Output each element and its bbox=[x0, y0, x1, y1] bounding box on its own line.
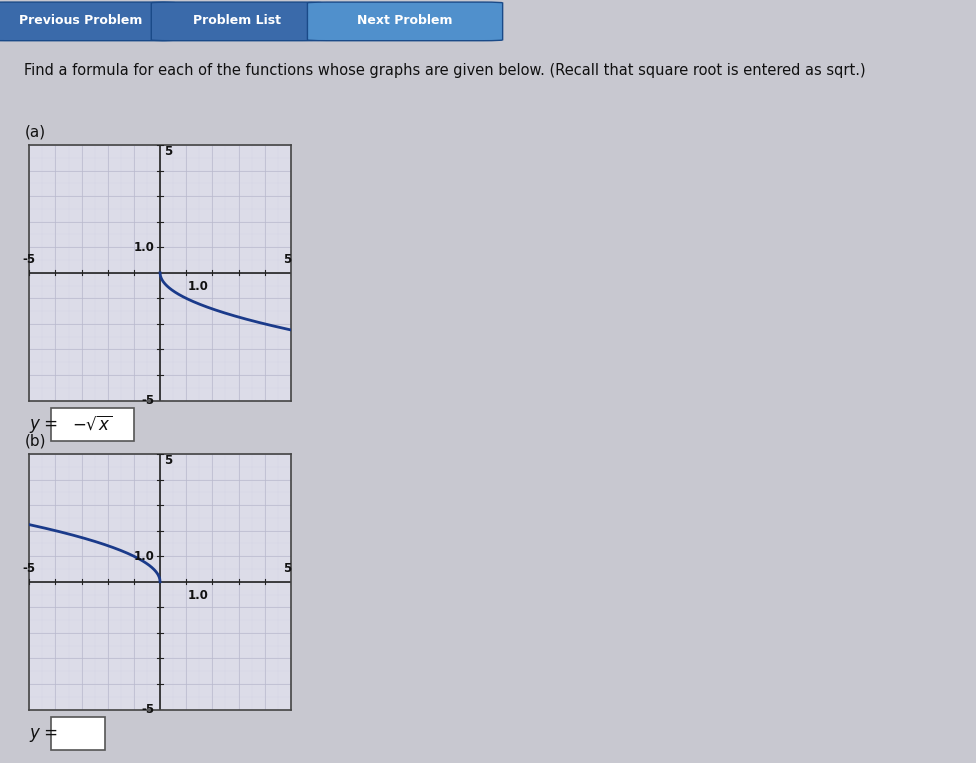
Text: -5: -5 bbox=[22, 253, 36, 266]
Text: Find a formula for each of the functions whose graphs are given below. (Recall t: Find a formula for each of the functions… bbox=[24, 63, 866, 78]
Text: 5: 5 bbox=[164, 145, 172, 158]
Text: (b): (b) bbox=[24, 433, 46, 448]
FancyBboxPatch shape bbox=[0, 2, 176, 40]
Text: y =: y = bbox=[29, 415, 59, 433]
FancyBboxPatch shape bbox=[307, 2, 503, 40]
Text: 1.0: 1.0 bbox=[187, 590, 209, 603]
Text: 1.0: 1.0 bbox=[187, 281, 209, 294]
Text: Next Problem: Next Problem bbox=[357, 14, 453, 27]
Text: 5: 5 bbox=[283, 253, 291, 266]
FancyBboxPatch shape bbox=[52, 717, 105, 751]
Text: y =: y = bbox=[29, 724, 59, 742]
Text: 1.0: 1.0 bbox=[134, 549, 155, 563]
Text: -5: -5 bbox=[142, 703, 155, 716]
Text: 1.0: 1.0 bbox=[134, 240, 155, 254]
Text: Problem List: Problem List bbox=[192, 14, 281, 27]
Text: 5: 5 bbox=[283, 562, 291, 575]
Text: 5: 5 bbox=[164, 454, 172, 467]
Text: -5: -5 bbox=[22, 562, 36, 575]
Text: -5: -5 bbox=[142, 394, 155, 407]
FancyBboxPatch shape bbox=[151, 2, 322, 40]
Text: Previous Problem: Previous Problem bbox=[19, 14, 142, 27]
Text: $-\sqrt{x}$: $-\sqrt{x}$ bbox=[72, 415, 113, 433]
Text: (a): (a) bbox=[24, 124, 46, 139]
FancyBboxPatch shape bbox=[52, 408, 135, 442]
